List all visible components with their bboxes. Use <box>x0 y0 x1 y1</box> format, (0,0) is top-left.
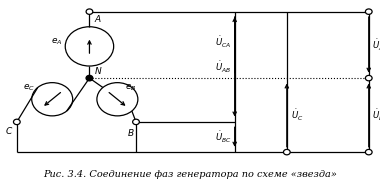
Circle shape <box>366 75 372 81</box>
Circle shape <box>86 9 93 14</box>
Text: $e_C$: $e_C$ <box>24 82 35 93</box>
Text: $\dot{U}_{AB}$: $\dot{U}_{AB}$ <box>215 59 232 74</box>
Text: $e_B$: $e_B$ <box>125 82 136 93</box>
Text: $\dot{U}_B$: $\dot{U}_B$ <box>372 107 380 123</box>
Circle shape <box>133 119 139 125</box>
Text: $C$: $C$ <box>5 125 13 136</box>
Text: $\dot{U}_A$: $\dot{U}_A$ <box>372 37 380 53</box>
Text: $B$: $B$ <box>127 127 134 138</box>
Circle shape <box>366 9 372 14</box>
Circle shape <box>366 149 372 155</box>
Text: $\dot{U}_{CA}$: $\dot{U}_{CA}$ <box>215 34 232 50</box>
Text: $e_A$: $e_A$ <box>51 37 62 47</box>
Circle shape <box>13 119 20 125</box>
Text: $\dot{U}_C$: $\dot{U}_C$ <box>291 107 303 123</box>
Text: $\dot{U}_{BC}$: $\dot{U}_{BC}$ <box>215 129 232 145</box>
Circle shape <box>283 149 290 155</box>
Circle shape <box>86 75 93 81</box>
Text: $A$: $A$ <box>94 13 102 24</box>
Text: Рис. 3.4. Соединение фаз генератора по схеме «звезда»: Рис. 3.4. Соединение фаз генератора по с… <box>43 170 337 179</box>
Text: $N$: $N$ <box>94 65 102 76</box>
